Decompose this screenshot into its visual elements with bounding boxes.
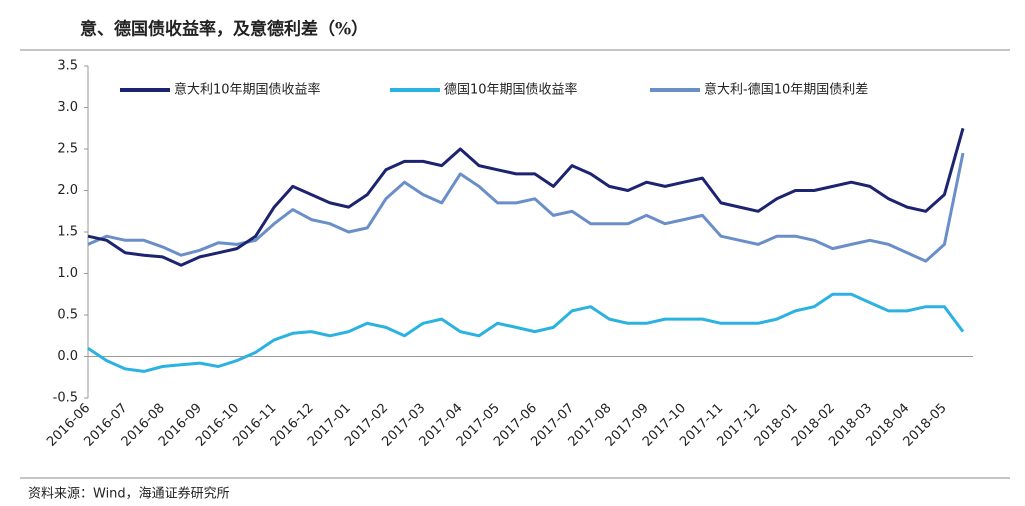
series-line (87, 127, 965, 267)
y-tick-label: 0.5 (57, 308, 78, 323)
y-tick-label: 1.5 (57, 225, 78, 240)
legend-label: 意大利-德国10年期国债利差 (704, 82, 868, 98)
y-tick-label: -0.5 (53, 391, 78, 406)
series-line (87, 292, 965, 373)
series-line (87, 152, 965, 263)
y-tick-label: 3.0 (57, 100, 78, 115)
y-tick-label: 3.5 (57, 59, 78, 74)
y-tick-label: 0.0 (57, 349, 78, 364)
y-tick-label: 2.5 (57, 142, 78, 157)
source-note: 资料来源：Wind，海通证券研究所 (28, 486, 230, 502)
legend-label: 德国10年期国债收益率 (444, 82, 578, 98)
legend-label: 意大利10年期国债收益率 (174, 82, 321, 98)
y-tick-label: 2.0 (57, 183, 78, 198)
chart-title: 意、德国债收益率，及意德利差（%） (80, 19, 368, 40)
y-tick-label: 1.0 (57, 266, 78, 281)
